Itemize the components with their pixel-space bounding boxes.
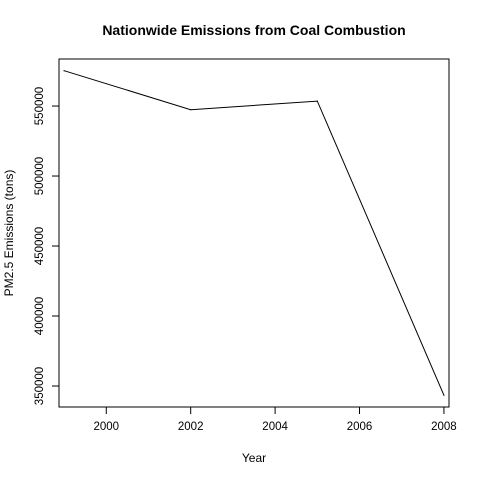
x-axis-label: Year bbox=[242, 451, 266, 465]
y-tick-label: 500000 bbox=[34, 157, 46, 195]
x-tick-label: 2000 bbox=[93, 421, 119, 433]
y-axis: 350000 400000 450000 500000 550000 bbox=[34, 87, 60, 405]
data-point bbox=[63, 70, 65, 72]
data-point bbox=[190, 109, 192, 111]
y-tick-label: 550000 bbox=[34, 87, 46, 125]
y-tick-label: 350000 bbox=[34, 367, 46, 405]
plot-area-frame bbox=[58, 58, 450, 408]
series-line bbox=[63, 70, 445, 396]
x-tick-label: 2008 bbox=[431, 421, 457, 433]
x-axis: 2000 2002 2004 2006 2008 bbox=[93, 406, 457, 433]
x-tick-label: 2004 bbox=[262, 421, 288, 433]
y-tick-label: 450000 bbox=[34, 227, 46, 265]
x-tick-label: 2002 bbox=[178, 421, 204, 433]
series-layer bbox=[63, 70, 445, 396]
data-point bbox=[316, 100, 318, 102]
data-point bbox=[443, 394, 445, 396]
y-tick-label: 400000 bbox=[34, 297, 46, 335]
chart-title: Nationwide Emissions from Coal Combustio… bbox=[102, 22, 405, 38]
y-axis-label: PM2.5 Emissions (tons) bbox=[2, 170, 16, 297]
x-tick-label: 2006 bbox=[347, 421, 373, 433]
